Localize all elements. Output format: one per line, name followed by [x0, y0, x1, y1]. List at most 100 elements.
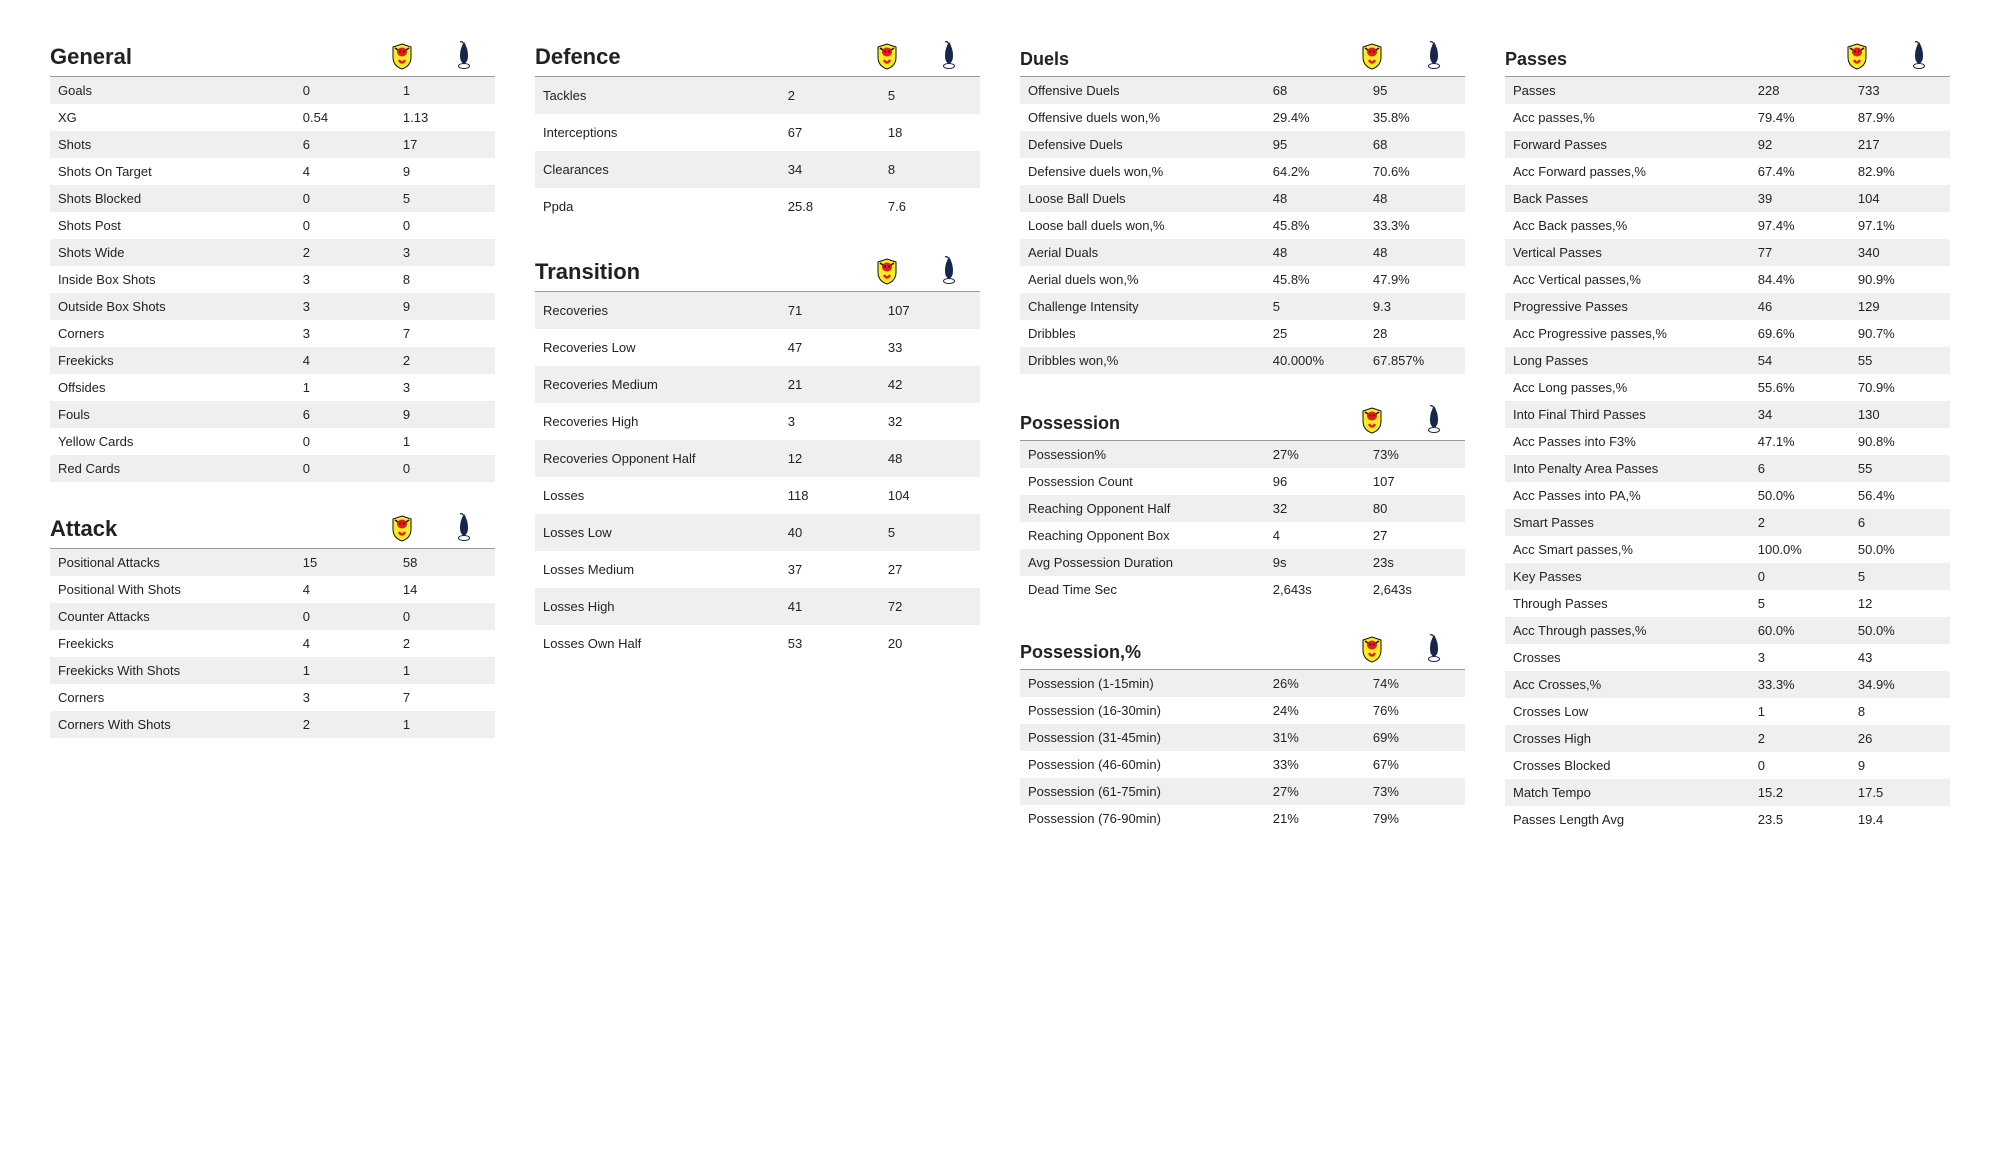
stat-away-value: 48: [880, 440, 980, 477]
away-crest-icon: [1888, 40, 1950, 70]
stat-label: Loose Ball Duels: [1020, 185, 1265, 212]
section-header: Duels: [1020, 40, 1465, 77]
section-passes: Passes Passes228733Acc passes,%79.4%87.9…: [1505, 40, 1950, 833]
stat-label: Smart Passes: [1505, 509, 1750, 536]
stat-away-value: 56.4%: [1850, 482, 1950, 509]
away-crest-icon: [918, 40, 980, 70]
stat-label: Match Tempo: [1505, 779, 1750, 806]
stat-away-value: 130: [1850, 401, 1950, 428]
stat-away-value: 2: [395, 630, 495, 657]
stat-home-value: 21%: [1265, 805, 1365, 832]
table-row: Passes Length Avg23.519.4: [1505, 806, 1950, 833]
stats-table: Goals01XG0.541.13Shots617Shots On Target…: [50, 77, 495, 482]
stat-home-value: 27%: [1265, 778, 1365, 805]
table-row: Losses118104: [535, 477, 980, 514]
stat-away-value: 9: [395, 401, 495, 428]
section-defence: Defence Tackles25Interceptions6718Cleara…: [535, 40, 980, 225]
stat-home-value: 23.5: [1750, 806, 1850, 833]
stat-label: Loose ball duels won,%: [1020, 212, 1265, 239]
stat-label: Acc Progressive passes,%: [1505, 320, 1750, 347]
table-row: Reaching Opponent Box427: [1020, 522, 1465, 549]
stat-label: Tackles: [535, 77, 780, 114]
stat-home-value: 97.4%: [1750, 212, 1850, 239]
stat-home-value: 2,643s: [1265, 576, 1365, 603]
away-crest-icon: [918, 255, 980, 285]
table-row: Defensive Duels9568: [1020, 131, 1465, 158]
stats-table: Positional Attacks1558Positional With Sh…: [50, 549, 495, 738]
table-row: Acc Crosses,%33.3%34.9%: [1505, 671, 1950, 698]
stat-away-value: 55: [1850, 455, 1950, 482]
table-row: Recoveries Opponent Half1248: [535, 440, 980, 477]
stat-label: Interceptions: [535, 114, 780, 151]
stat-away-value: 104: [1850, 185, 1950, 212]
table-row: Acc Long passes,%55.6%70.9%: [1505, 374, 1950, 401]
table-row: Dead Time Sec2,643s2,643s: [1020, 576, 1465, 603]
stat-away-value: 3: [395, 374, 495, 401]
table-row: Recoveries71107: [535, 292, 980, 329]
table-row: Reaching Opponent Half3280: [1020, 495, 1465, 522]
table-row: Acc Passes into F3%47.1%90.8%: [1505, 428, 1950, 455]
stat-away-value: 104: [880, 477, 980, 514]
table-row: Acc Forward passes,%67.4%82.9%: [1505, 158, 1950, 185]
table-row: Crosses343: [1505, 644, 1950, 671]
stat-home-value: 0: [1750, 752, 1850, 779]
table-row: Shots Blocked05: [50, 185, 495, 212]
stat-label: Ppda: [535, 188, 780, 225]
stat-away-value: 19.4: [1850, 806, 1950, 833]
stat-label: Into Penalty Area Passes: [1505, 455, 1750, 482]
stat-away-value: 69%: [1365, 724, 1465, 751]
stat-label: Crosses High: [1505, 725, 1750, 752]
stats-table: Passes228733Acc passes,%79.4%87.9%Forwar…: [1505, 77, 1950, 833]
stat-away-value: 107: [880, 292, 980, 329]
section-header: General: [50, 40, 495, 77]
stat-away-value: 50.0%: [1850, 536, 1950, 563]
stat-away-value: 9: [395, 158, 495, 185]
stat-away-value: 1: [395, 711, 495, 738]
stat-away-value: 7: [395, 684, 495, 711]
stat-home-value: 0.54: [295, 104, 395, 131]
stat-away-value: 43: [1850, 644, 1950, 671]
table-row: Offsides13: [50, 374, 495, 401]
table-row: Shots Post00: [50, 212, 495, 239]
stat-label: Losses Own Half: [535, 625, 780, 662]
away-crest-icon: [1403, 633, 1465, 663]
stat-label: Corners: [50, 684, 295, 711]
stat-away-value: 14: [395, 576, 495, 603]
table-row: Corners With Shots21: [50, 711, 495, 738]
stat-away-value: 76%: [1365, 697, 1465, 724]
stat-home-value: 45.8%: [1265, 212, 1365, 239]
table-row: Possession (76-90min)21%79%: [1020, 805, 1465, 832]
stat-label: Progressive Passes: [1505, 293, 1750, 320]
table-row: Interceptions6718: [535, 114, 980, 151]
stat-label: Losses Medium: [535, 551, 780, 588]
stat-away-value: 9: [395, 293, 495, 320]
stat-label: Losses Low: [535, 514, 780, 551]
table-row: Outside Box Shots39: [50, 293, 495, 320]
stat-label: Acc Passes into F3%: [1505, 428, 1750, 455]
stat-away-value: 9: [1850, 752, 1950, 779]
table-row: Recoveries High332: [535, 403, 980, 440]
table-row: Crosses Blocked09: [1505, 752, 1950, 779]
stat-label: Key Passes: [1505, 563, 1750, 590]
stat-away-value: 1.13: [395, 104, 495, 131]
table-row: Acc Smart passes,%100.0%50.0%: [1505, 536, 1950, 563]
stat-label: Aerial Duals: [1020, 239, 1265, 266]
stat-label: Defensive Duels: [1020, 131, 1265, 158]
stat-away-value: 58: [395, 549, 495, 576]
stat-home-value: 77: [1750, 239, 1850, 266]
stat-label: Shots Post: [50, 212, 295, 239]
section-title: Possession: [1020, 413, 1341, 434]
stat-home-value: 48: [1265, 239, 1365, 266]
stat-label: Crosses Low: [1505, 698, 1750, 725]
stat-home-value: 2: [780, 77, 880, 114]
table-row: Losses High4172: [535, 588, 980, 625]
stat-label: Reaching Opponent Box: [1020, 522, 1265, 549]
table-row: Acc passes,%79.4%87.9%: [1505, 104, 1950, 131]
stat-away-value: 5: [880, 514, 980, 551]
table-row: Aerial duels won,%45.8%47.9%: [1020, 266, 1465, 293]
section-title: Defence: [535, 44, 856, 70]
section-attack: Attack Positional Attacks1558Positional …: [50, 512, 495, 738]
table-row: Possession%27%73%: [1020, 441, 1465, 468]
stat-label: Back Passes: [1505, 185, 1750, 212]
stat-away-value: 340: [1850, 239, 1950, 266]
